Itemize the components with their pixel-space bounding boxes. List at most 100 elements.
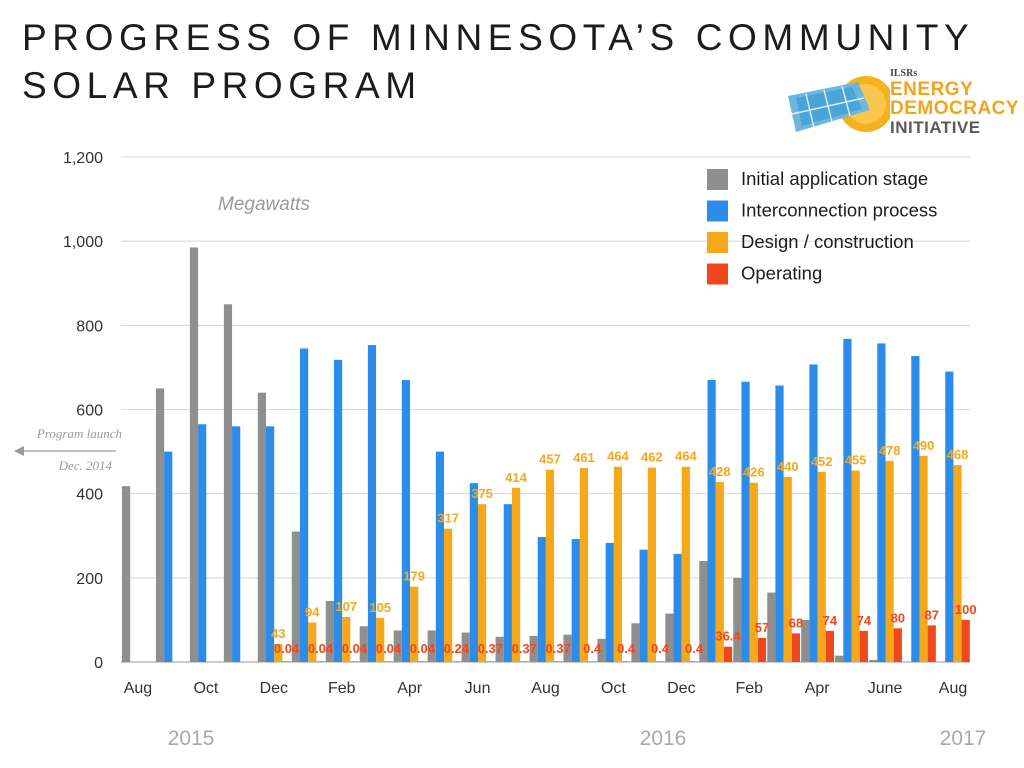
bar-design-construction [783,476,792,662]
annotation-date: Dec. 2014 [58,458,113,473]
energy-democracy-initiative-logo: ILSRs ENERGY DEMOCRACY INITIATIVE [786,68,1020,152]
bar-operating [350,661,359,662]
bar-initial-application-stage [427,630,436,662]
bar-design-construction [545,469,555,662]
data-label-operating: 0.4 [583,641,602,656]
x-tick-label: Aug [124,680,152,697]
data-label-design: 490 [913,438,935,453]
bar-interconnection-process [605,542,614,662]
x-tick-label: Aug [531,680,559,697]
bar-initial-application-stage [801,619,810,662]
bar-operating [384,661,393,662]
data-label-operating: 80 [891,610,905,625]
bar-operating [655,661,665,662]
bar-interconnection-process [435,451,445,662]
bar-design-construction [511,487,521,662]
bar-operating [554,661,563,662]
bar-initial-application-stage [495,636,504,662]
bar-initial-application-stage [869,659,878,662]
data-label-operating: 100 [955,602,977,617]
bar-design-construction [715,481,724,662]
bar-operating [723,646,733,662]
bar-initial-application-stage [359,626,368,662]
year-label: 2017 [940,727,987,750]
bar-design-construction [647,467,656,662]
bar-interconnection-process [809,364,818,662]
bar-design-construction [919,455,928,662]
y-tick-label: 0 [94,655,103,672]
bar-interconnection-process [843,338,852,662]
bar-initial-application-stage [461,632,470,662]
chart-title-line-1: PROGRESS OF MINNESOTA’S COMMUNITY [22,17,975,58]
data-label-design: 107 [335,599,357,614]
logo-word-democracy: DEMOCRACY [890,98,1020,119]
bar-interconnection-process [571,539,580,662]
bar-interconnection-process [469,483,478,662]
bar-operating [689,661,699,662]
bar-interconnection-process [299,348,309,662]
bar-initial-application-stage [665,613,674,662]
bar-operating [791,633,801,662]
bar-initial-application-stage [257,392,267,662]
annotation-program-launch: Program launch [36,426,122,441]
data-label-operating: 0.04 [308,641,334,656]
data-label-design: 426 [743,465,765,480]
bar-interconnection-process [639,549,648,662]
bar-interconnection-process [775,385,784,662]
legend-swatch [707,263,728,285]
bar-initial-application-stage [597,638,606,662]
bar-interconnection-process [503,504,512,662]
data-label-design: 414 [505,470,527,485]
bar-interconnection-process [266,426,275,662]
y-tick-label: 800 [76,318,103,335]
bar-design-construction [953,465,962,662]
chart-title-line-2: SOLAR PROGRAM [22,65,422,106]
y-tick-label: 400 [76,487,103,504]
y-tick-label: 600 [76,403,103,420]
bar-interconnection-process [401,380,411,662]
bar-operating [757,638,767,662]
bar-operating [825,630,834,662]
bar-interconnection-process [333,359,343,662]
x-tick-label: Apr [397,680,423,697]
data-label-operating: 68 [789,615,803,630]
legend-swatch [707,200,728,222]
x-tick-label: Aug [939,680,967,697]
bar-initial-application-stage [291,531,300,662]
bar-initial-application-stage [699,561,708,662]
bar-interconnection-process [911,356,920,662]
bar-interconnection-process [198,424,207,662]
bar-design-construction [851,470,860,662]
bar-interconnection-process [741,381,750,662]
bar-initial-application-stage [393,630,402,662]
bar-initial-application-stage [631,623,640,662]
bar-interconnection-process [164,451,173,662]
x-tick-label: Feb [328,680,356,697]
bar-interconnection-process [232,426,241,662]
bar-design-construction [444,528,453,662]
data-label-operating: 0.04 [342,641,368,656]
legend-label: Initial application stage [741,168,928,189]
data-label-design: 375 [471,486,493,501]
data-label-operating: 0.4 [685,641,704,656]
bar-initial-application-stage [835,655,844,662]
bar-interconnection-process [877,343,886,662]
logo-ilsr-text: ILSRs [890,68,918,79]
logo-word-initiative: INITIATIVE [890,118,981,137]
data-label-design: 43 [271,626,285,641]
bar-design-construction [410,586,419,662]
data-label-design: 440 [777,459,799,474]
legend-swatch [707,232,728,253]
bar-design-construction [342,616,351,662]
bar-operating [622,661,631,662]
annotation-arrow-head-icon [14,446,24,456]
data-label-design: 462 [641,450,663,465]
data-label-operating: 74 [823,613,838,628]
bar-design-construction [274,643,283,662]
bar-interconnection-process [537,537,546,662]
y-tick-label: 1,000 [63,234,103,251]
x-tick-label: Oct [601,680,626,697]
data-label-operating: 36.4 [715,629,741,644]
bar-initial-application-stage [121,486,131,662]
data-label-operating: 0.04 [274,641,300,656]
